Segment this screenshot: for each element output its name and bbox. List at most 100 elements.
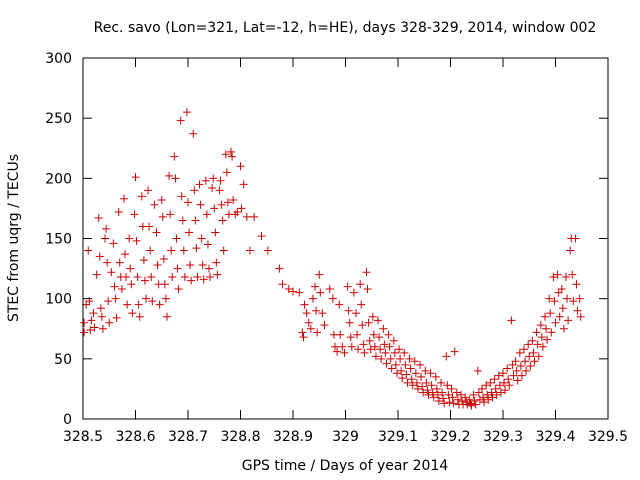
data-point [569,297,578,306]
chart-title: Rec. savo (Lon=321, Lat=-12, h=HE), days… [94,20,597,36]
y-axis-ticks: 0 50 100 150 200 250 300 [45,51,608,428]
data-point [457,390,465,399]
data-point [242,212,251,221]
data-point [517,371,526,380]
data-point [245,246,254,255]
data-point [218,216,227,225]
data-point [123,300,132,309]
data-point [117,285,126,294]
data-point [206,273,215,282]
data-point [179,246,188,255]
data-point [197,234,206,243]
data-point [542,324,551,333]
data-point [362,268,371,277]
data-point [89,309,98,318]
x-axis-ticks: 328.5 328.6 328.7 328.8 328.9 329 329.1 329.2 32… [63,58,628,445]
data-point [311,282,320,291]
data-point [131,173,140,182]
data-point [80,318,89,327]
data-point [298,328,307,337]
data-point [130,210,139,219]
data-point [359,340,368,349]
x-tick-label: 328.9 [273,429,313,445]
data-point [150,200,159,209]
data-point [558,304,567,313]
data-point [354,345,363,354]
data-point [371,352,380,361]
data-point [511,357,520,366]
data-point [509,371,518,380]
data-point [396,354,405,363]
data-point [284,285,293,294]
data-point [192,244,201,253]
data-point [376,345,385,354]
y-tick-label: 50 [54,352,72,368]
data-point [196,200,205,209]
data-point [263,246,272,255]
data-point [152,228,161,237]
data-point [132,236,141,245]
data-point [380,340,389,349]
data-point [483,390,492,399]
data-point [221,150,230,159]
data-point [439,394,448,403]
data-point [344,306,353,315]
x-tick-label: 329 [332,429,359,445]
data-point [495,381,504,390]
data-point [166,210,175,219]
data-point [306,324,315,333]
data-point [139,256,148,265]
data-point [364,318,373,327]
data-point [471,400,480,409]
data-point [431,372,440,381]
data-point [480,398,489,407]
data-point [520,345,528,354]
data-point [174,285,183,294]
data-point [449,399,458,408]
data-point [168,273,177,282]
data-point [494,371,503,380]
data-point [417,372,426,381]
data-point [331,342,339,351]
data-point [572,280,581,289]
data-point [440,399,449,408]
data-point [111,294,120,303]
data-point [423,386,432,395]
data-point [112,313,121,322]
data-point [390,348,399,357]
data-point [521,357,530,366]
data-point [397,366,406,375]
data-point [208,183,217,192]
data-point [564,316,573,325]
data-point [491,384,500,393]
data-point [443,381,452,390]
data-point [125,234,134,243]
data-point [356,280,365,289]
data-point [153,260,162,269]
data-point [546,309,555,318]
data-point [217,200,226,209]
data-point [228,152,237,161]
data-point [381,348,390,357]
data-point [335,300,344,309]
data-point [187,276,196,285]
data-point [469,390,478,399]
data-point [410,357,419,366]
data-point [426,369,435,378]
data-point [177,192,186,201]
data-point [182,108,191,117]
data-point [145,222,154,231]
data-point [275,264,284,273]
data-point [403,378,412,387]
data-point [146,246,155,255]
data-point [157,195,166,204]
data-point [171,174,180,183]
data-point [308,294,317,303]
data-point [211,228,220,237]
data-point [437,378,446,387]
data-point [559,324,568,333]
data-point [533,340,542,349]
data-point [505,381,514,390]
data-points [80,108,585,410]
data-point [424,390,433,399]
